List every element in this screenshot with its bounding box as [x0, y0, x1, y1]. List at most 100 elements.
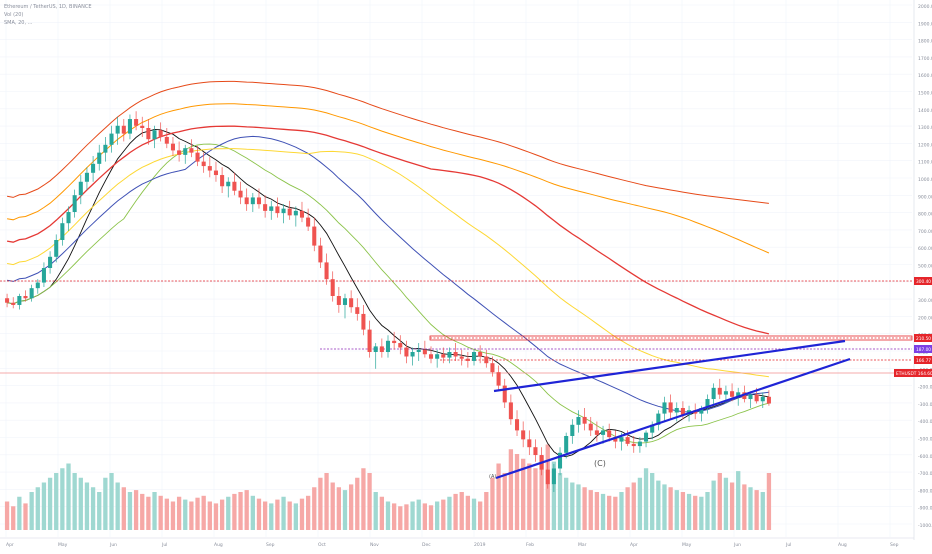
y-tick-label: -200.00	[918, 385, 932, 391]
candle-body	[533, 447, 538, 456]
candle-body	[342, 298, 348, 305]
volume-bar	[78, 477, 83, 530]
candle-body	[441, 354, 446, 358]
volume-bar	[613, 496, 618, 530]
symbol-title[interactable]: Ethereum / TetherUS, 1D, BINANCE	[4, 4, 92, 10]
candle-body	[748, 394, 753, 400]
y-tick-label: 900.00	[918, 194, 932, 200]
volume-bar	[281, 496, 286, 530]
candle-body	[330, 279, 335, 296]
volume-bar	[459, 492, 464, 530]
candle-body	[459, 356, 464, 359]
candle-body	[287, 208, 292, 216]
volume-bar	[140, 493, 145, 530]
candle-body	[521, 430, 526, 440]
x-tick-label: Aug	[214, 542, 223, 548]
volume-bar	[41, 482, 47, 530]
volume-bar	[508, 449, 514, 530]
candle-body	[324, 262, 329, 280]
x-tick-label: Jul	[161, 542, 167, 548]
candle-body	[134, 119, 139, 126]
volume-bar	[748, 487, 753, 530]
volume-bar	[570, 482, 575, 530]
volume-indicator-label[interactable]: Vol (20)	[4, 12, 24, 18]
candle-body	[607, 430, 612, 438]
price-tag-166-bg	[914, 356, 932, 364]
candle-body	[127, 119, 132, 134]
candle-body	[281, 208, 286, 214]
candle-body	[619, 437, 624, 442]
volume-bar	[766, 473, 772, 530]
candle-body	[594, 430, 599, 435]
volume-bar	[557, 473, 563, 530]
candle-body	[238, 190, 243, 198]
volume-bar	[564, 477, 569, 530]
candle-body	[5, 298, 10, 303]
candle-body	[17, 296, 22, 305]
candle-body	[760, 396, 765, 402]
volume-bar	[385, 501, 391, 530]
volume-bar	[699, 496, 704, 530]
volume-bar	[213, 503, 219, 530]
candle-body	[496, 372, 501, 386]
price-tag-166: 166.77	[916, 358, 931, 364]
volume-bar	[226, 496, 231, 530]
volume-bar	[693, 495, 698, 530]
volume-bar	[72, 473, 77, 530]
candle-body	[392, 340, 397, 344]
x-tick-label: May	[58, 542, 68, 548]
candle-body	[23, 296, 28, 299]
volume-bar	[158, 495, 163, 530]
candle-body	[564, 436, 569, 453]
candle-body	[502, 385, 507, 403]
volume-bar	[760, 492, 765, 530]
horizontal-levels	[0, 280, 913, 374]
volume-bar	[336, 487, 341, 530]
candle-body	[54, 240, 59, 257]
moving-average-line	[7, 80, 769, 204]
ma-indicator-label[interactable]: SMA, 20, ...	[4, 20, 33, 26]
volume-bar	[103, 477, 108, 530]
price-tag-300: 300.40	[916, 279, 931, 285]
moving-average-line	[7, 128, 769, 458]
volume-bar	[262, 501, 268, 530]
y-tick-label: -600.00	[918, 454, 932, 460]
volume-bar	[656, 480, 661, 530]
volume-bar	[275, 499, 280, 530]
volume-bar	[650, 473, 655, 530]
candle-body	[705, 399, 710, 408]
candle-body	[115, 125, 120, 134]
volume-bar	[189, 501, 194, 530]
x-tick-label: Dec	[422, 542, 431, 548]
volume-bar	[551, 461, 557, 530]
candle-body	[514, 419, 520, 431]
candle-body	[385, 340, 391, 352]
candle-body	[355, 307, 360, 314]
volume-bar	[723, 477, 729, 530]
y-tick-label: 1200.00	[918, 142, 932, 148]
moving-average-line	[7, 135, 769, 413]
moving-average-line	[6, 125, 770, 335]
volume-bar	[305, 495, 311, 530]
candle-body	[588, 423, 593, 431]
volume-bar	[453, 493, 458, 530]
candle-body	[189, 148, 194, 153]
volume-bar	[330, 482, 335, 530]
y-tick-label: 1900.00	[918, 21, 932, 27]
candle-body	[601, 430, 606, 435]
volume-bar	[631, 482, 636, 530]
volume-bar	[588, 490, 593, 530]
candle-body	[576, 416, 581, 425]
volume-bar	[11, 506, 16, 530]
volume-bar	[416, 499, 421, 530]
y-tick-label: 1700.00	[918, 56, 932, 62]
candle-body	[631, 443, 636, 447]
candle-body	[121, 125, 126, 134]
volume-bar	[312, 487, 317, 530]
candle-body	[490, 363, 495, 373]
wave-label-c: (C)	[594, 459, 606, 468]
volume-bar	[201, 495, 206, 530]
volume-bar	[668, 487, 673, 530]
